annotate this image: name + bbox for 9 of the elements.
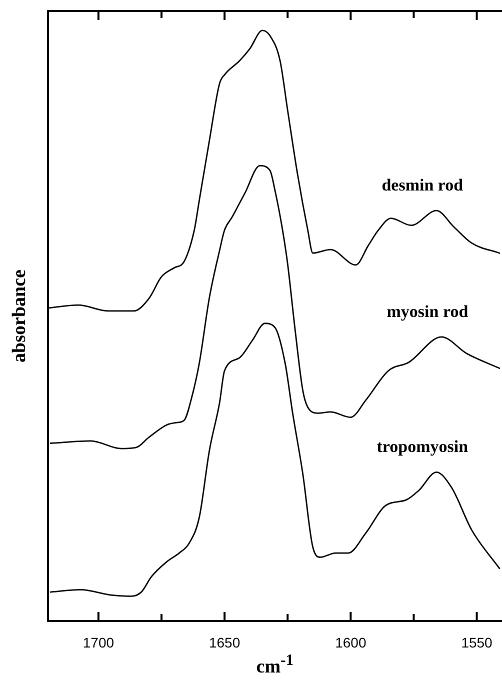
series-label: myosin rod [386,302,469,321]
x-tick-label: 1550 [461,634,493,650]
x-axis-title: cm$^{-1}$ [255,652,295,678]
series-label: desmin rod [382,175,464,194]
x-tick-label: 1700 [82,634,114,650]
y-axis-title: absorbance [9,270,31,362]
x-tick-label: 1650 [208,634,240,650]
x-tick-label: 1600 [335,634,366,650]
series-label: tropomyosin [376,437,469,456]
